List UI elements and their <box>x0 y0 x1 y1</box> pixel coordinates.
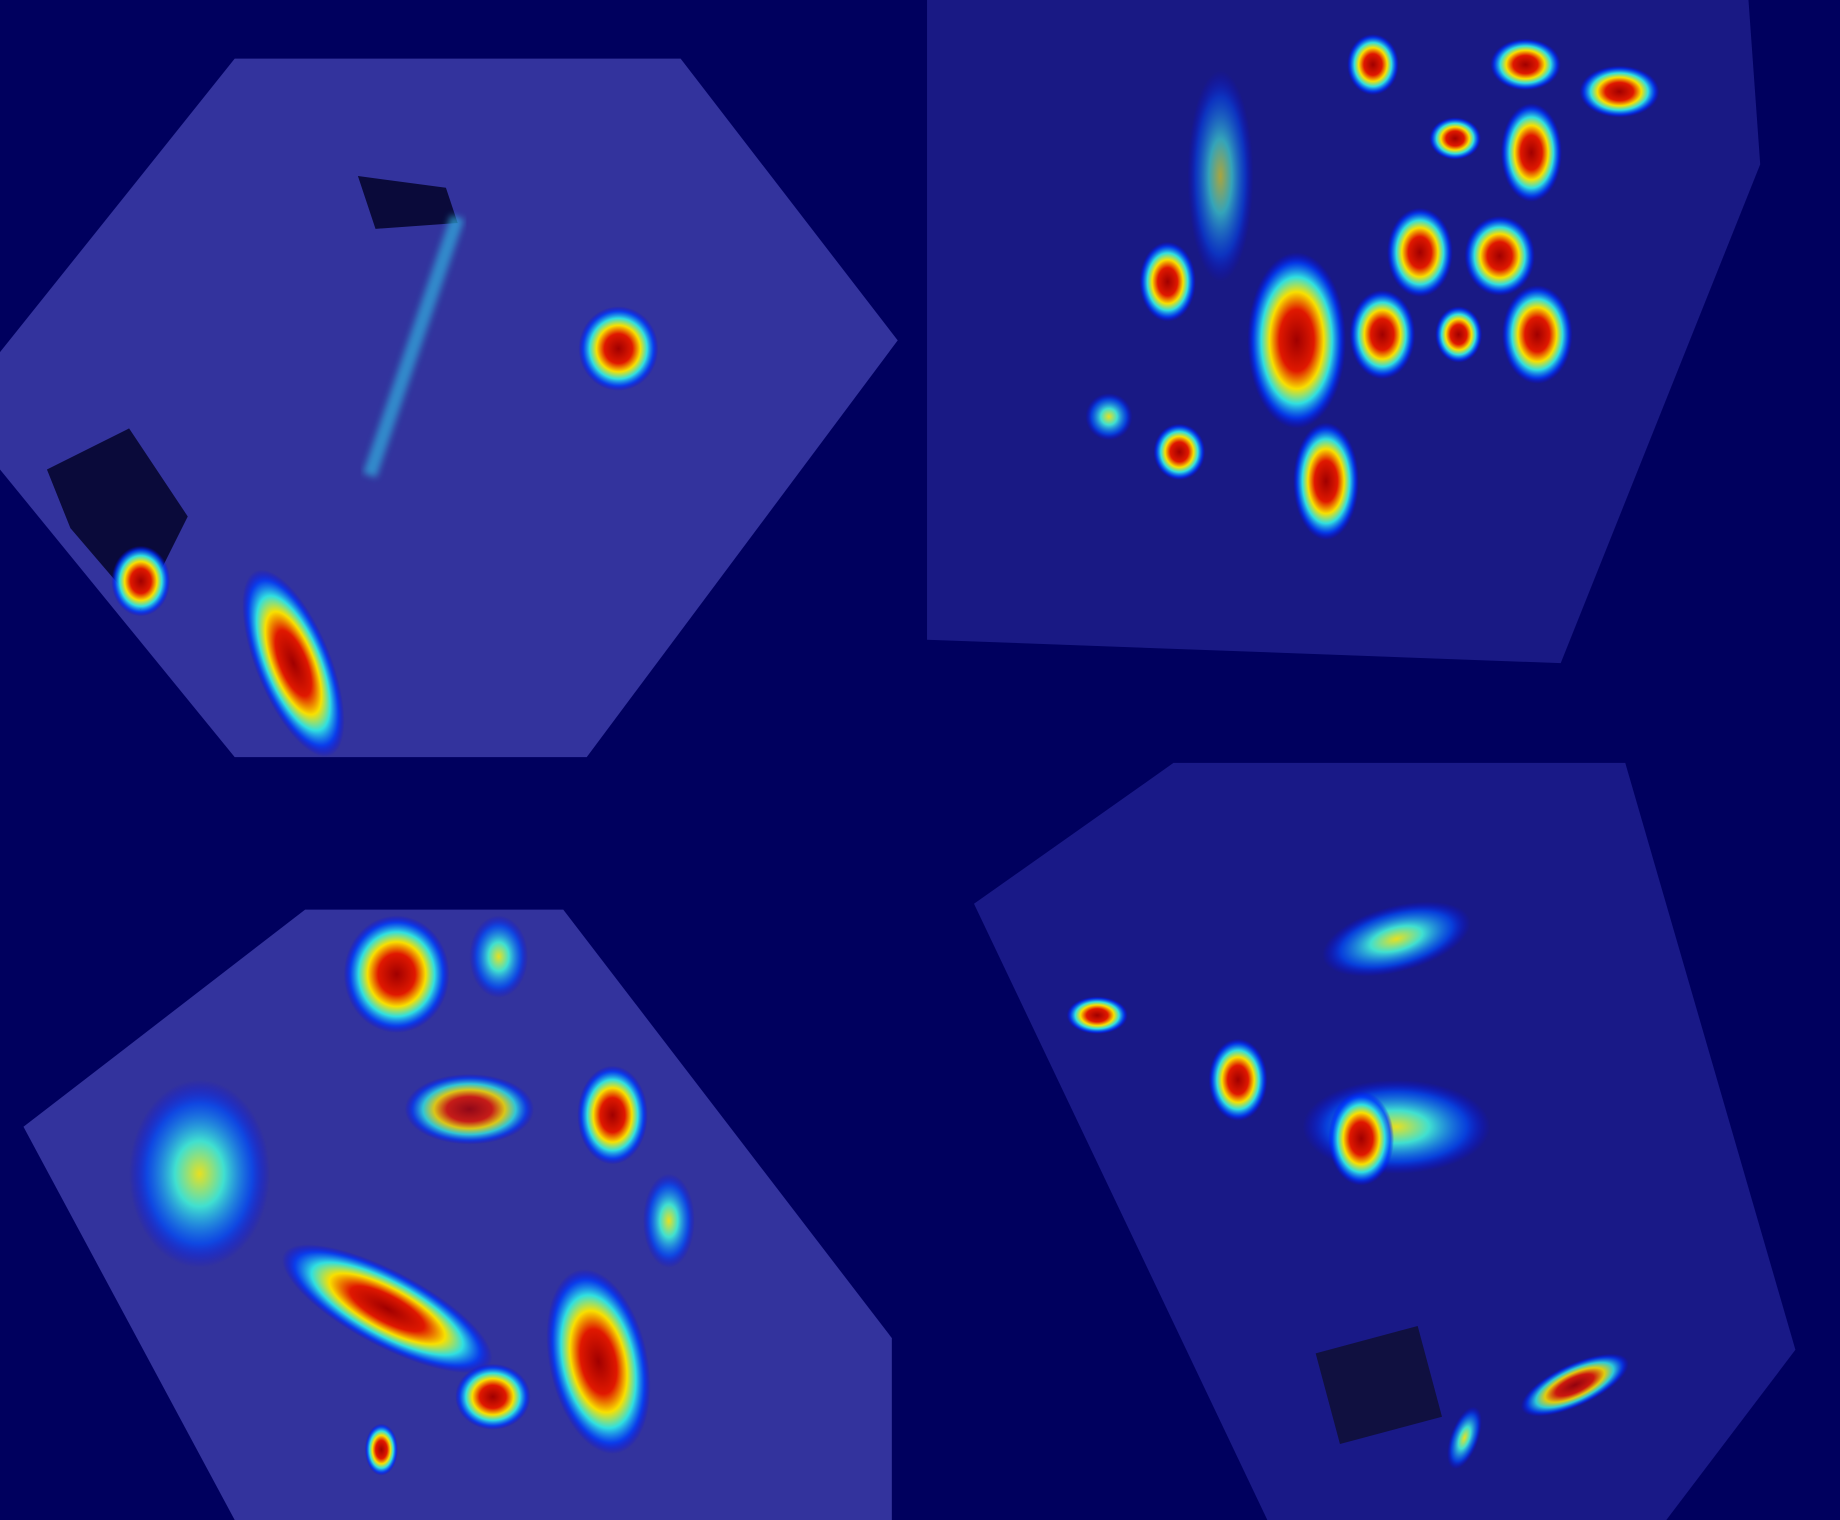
heat-blob <box>469 915 529 998</box>
heat-blob <box>1347 34 1399 96</box>
heat-blob <box>1139 241 1196 322</box>
heat-blob <box>578 306 659 391</box>
panel-bottom-right <box>973 762 1796 1520</box>
heat-blob <box>1187 70 1254 282</box>
heat-blob <box>282 1244 493 1374</box>
heat-blob <box>1349 289 1416 380</box>
heat-blob <box>1293 422 1359 540</box>
heat-blob <box>1429 117 1481 160</box>
panel-top-left <box>0 58 898 758</box>
heat-blob <box>343 915 450 1033</box>
heat-blob <box>577 1065 648 1165</box>
heat-blob <box>1435 306 1483 363</box>
dark-region <box>357 176 458 229</box>
heat-blob <box>1490 38 1561 91</box>
heat-blob <box>1322 901 1471 977</box>
room-floor <box>23 909 892 1520</box>
dark-region <box>1315 1325 1442 1445</box>
room-floor <box>0 58 898 758</box>
heat-blob <box>1387 207 1453 297</box>
heat-blob <box>643 1173 695 1268</box>
heat-blob <box>129 1079 270 1268</box>
heat-blob <box>1464 215 1535 296</box>
heat-blob <box>1328 1091 1395 1186</box>
heat-blob <box>1500 103 1562 202</box>
heat-blob <box>1153 423 1206 481</box>
heat-blob <box>1085 393 1133 441</box>
heat-blob <box>1520 1353 1629 1417</box>
heat-blob <box>404 1073 534 1145</box>
heat-blob <box>1579 65 1660 118</box>
heat-blob <box>1066 996 1128 1035</box>
heat-blob <box>1502 285 1573 384</box>
heat-blob <box>364 1423 398 1476</box>
heat-blob <box>242 569 345 757</box>
heat-blob <box>455 1363 531 1430</box>
panel-bottom-left <box>23 909 892 1520</box>
panel-top-right <box>927 0 1761 664</box>
heat-blob <box>546 1269 651 1454</box>
heat-blob <box>1208 1038 1268 1121</box>
heat-blob <box>1447 1406 1482 1470</box>
heat-blob <box>1247 252 1346 429</box>
heat-blob <box>111 545 171 617</box>
streak <box>362 214 465 478</box>
